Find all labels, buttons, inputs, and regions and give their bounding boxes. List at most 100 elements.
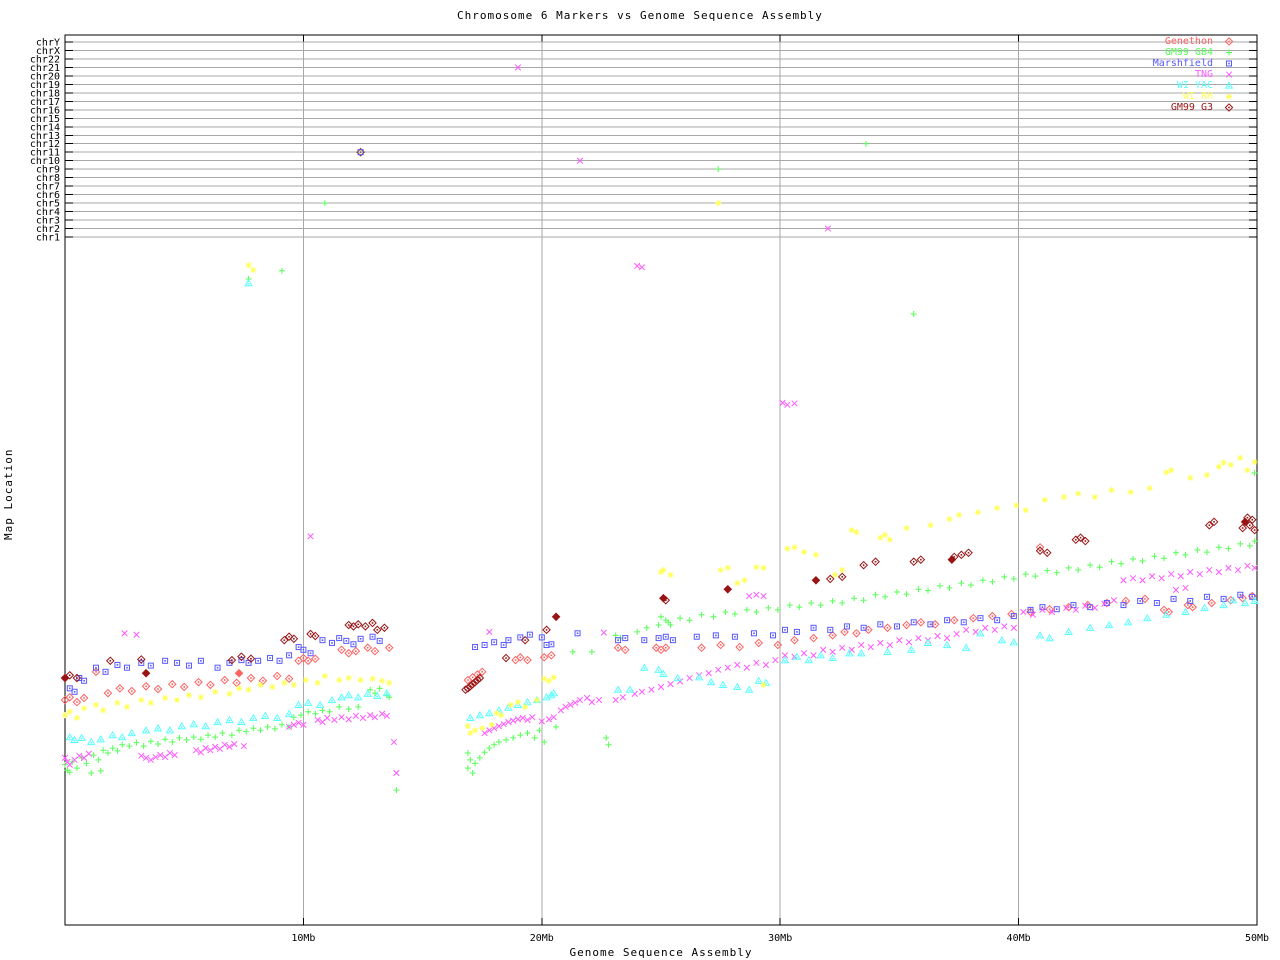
data-point-star bbox=[336, 677, 343, 684]
data-point-diamond-open-dot bbox=[947, 555, 957, 564]
diamond-open-dot-icon bbox=[1224, 103, 1234, 112]
data-point-square-open-dot bbox=[526, 631, 533, 638]
legend-label: GM99 GB4 bbox=[1164, 47, 1213, 58]
data-point-star bbox=[903, 525, 910, 532]
data-point-diamond-open-dot bbox=[1238, 523, 1248, 533]
data-point-triangle-open-dot bbox=[673, 673, 682, 682]
data-point-plus bbox=[1139, 558, 1146, 565]
data-point-star bbox=[147, 699, 154, 706]
data-point-cross bbox=[686, 674, 693, 682]
data-point-diamond-open-dot bbox=[1140, 594, 1150, 604]
data-point-triangle-open-dot bbox=[65, 732, 75, 741]
data-point-square-open-dot bbox=[994, 617, 1001, 624]
data-point-cross bbox=[588, 698, 596, 706]
data-point-plus bbox=[298, 712, 305, 719]
data-point-triangle-open-dot bbox=[549, 688, 558, 697]
data-point-square-open-dot bbox=[300, 646, 307, 653]
data-point-square-open-dot bbox=[944, 617, 951, 624]
data-point-diamond-open-dot bbox=[620, 645, 630, 655]
legend-item-wi-yac: WI YAC bbox=[1153, 80, 1236, 91]
data-point-diamond-open-dot bbox=[136, 655, 146, 664]
data-point-cross bbox=[1001, 623, 1008, 630]
data-point-square-open-dot bbox=[1249, 593, 1256, 600]
data-point-triangle-open-dot bbox=[272, 713, 282, 722]
data-point-plus bbox=[882, 593, 889, 600]
data-point-square-open-dot bbox=[827, 626, 834, 633]
data-point-triangle-open-dot bbox=[96, 735, 106, 743]
legend-label: Genethon bbox=[1164, 36, 1213, 47]
data-point-cross bbox=[121, 630, 128, 637]
data-point-star bbox=[667, 571, 674, 578]
data-point-cross bbox=[490, 725, 498, 732]
data-point-cross bbox=[1234, 566, 1242, 574]
data-point-cross bbox=[378, 710, 386, 717]
data-point-triangle-open-dot bbox=[1240, 598, 1250, 607]
data-point-triangle-open-dot bbox=[327, 695, 337, 704]
data-point-plus bbox=[243, 728, 250, 735]
data-point-square-open-dot bbox=[538, 634, 545, 641]
data-point-cross bbox=[495, 723, 503, 730]
data-point-diamond-open-dot bbox=[284, 632, 294, 642]
data-point-triangle-open-dot bbox=[1045, 633, 1054, 642]
data-point-diamond-open-dot bbox=[825, 574, 835, 584]
x-tick-label: 20Mb bbox=[530, 933, 554, 944]
data-point-star bbox=[379, 677, 386, 684]
data-point-plus bbox=[731, 611, 738, 618]
data-point-plus bbox=[1225, 545, 1232, 552]
data-point-square-open-dot bbox=[894, 623, 901, 630]
data-point-plus bbox=[817, 602, 824, 609]
data-point-triangle-open-dot bbox=[1181, 607, 1190, 616]
data-point-diamond-open-dot bbox=[735, 642, 744, 652]
data-point-star bbox=[1146, 485, 1153, 492]
data-point-diamond-open-dot bbox=[65, 670, 75, 680]
y-tick-label: chr18 bbox=[30, 88, 60, 99]
data-point-square-open-dot bbox=[543, 641, 550, 648]
data-point-cross bbox=[576, 696, 584, 704]
data-point-diamond-open-dot bbox=[294, 656, 303, 666]
data-point-star bbox=[946, 516, 953, 523]
data-point-cross bbox=[934, 632, 941, 640]
data-point-cross bbox=[212, 743, 219, 750]
data-point-cross bbox=[500, 720, 507, 728]
data-point-triangle-open-dot bbox=[883, 647, 892, 655]
data-point-plus bbox=[765, 604, 772, 611]
data-point-star bbox=[514, 699, 521, 706]
data-point-diamond-open-dot bbox=[363, 643, 373, 653]
data-point-cross bbox=[76, 752, 83, 759]
data-point-plus bbox=[872, 591, 879, 598]
data-point-plus bbox=[321, 200, 328, 207]
data-point-diamond-open-dot bbox=[79, 693, 89, 703]
data-point-star bbox=[92, 701, 99, 708]
data-point-plus bbox=[345, 705, 352, 712]
data-point-star bbox=[801, 549, 808, 556]
data-point-diamond-open-dot bbox=[988, 611, 997, 621]
data-point-plus bbox=[967, 582, 974, 589]
data-point-triangle-open-dot bbox=[804, 655, 814, 664]
plus-icon bbox=[1226, 49, 1232, 56]
legend-item-wi-rh: WI RH bbox=[1153, 91, 1236, 102]
data-point-triangle-open-dot bbox=[1064, 627, 1073, 636]
data-point-cross bbox=[207, 747, 214, 754]
data-point-plus bbox=[643, 624, 650, 631]
data-point-square-open-dot bbox=[693, 633, 700, 640]
data-point-diamond-open-dot bbox=[790, 635, 799, 645]
legend-label: Marshfield bbox=[1152, 58, 1213, 69]
data-point-star bbox=[927, 522, 934, 529]
data-point-triangle-open-dot bbox=[997, 635, 1007, 644]
data-point-star bbox=[882, 531, 889, 538]
data-point-diamond-open-dot bbox=[351, 646, 361, 656]
data-point-cross bbox=[746, 592, 753, 600]
data-point-cross bbox=[1225, 71, 1233, 78]
data-point-diamond-open-dot bbox=[1081, 536, 1090, 546]
data-point-triangle-open-dot bbox=[108, 730, 117, 739]
data-point-plus bbox=[1182, 551, 1189, 558]
data-point-plus bbox=[467, 756, 474, 763]
data-point-diamond-open-dot bbox=[306, 629, 315, 639]
data-point-cross bbox=[896, 637, 903, 644]
data-point-cross bbox=[359, 714, 367, 722]
data-point-cross bbox=[1168, 570, 1175, 578]
data-point-diamond-open-dot bbox=[311, 654, 320, 664]
data-point-star bbox=[1075, 490, 1082, 497]
data-point-plus bbox=[219, 730, 226, 737]
diamond-open-dot-icon bbox=[1224, 37, 1234, 46]
